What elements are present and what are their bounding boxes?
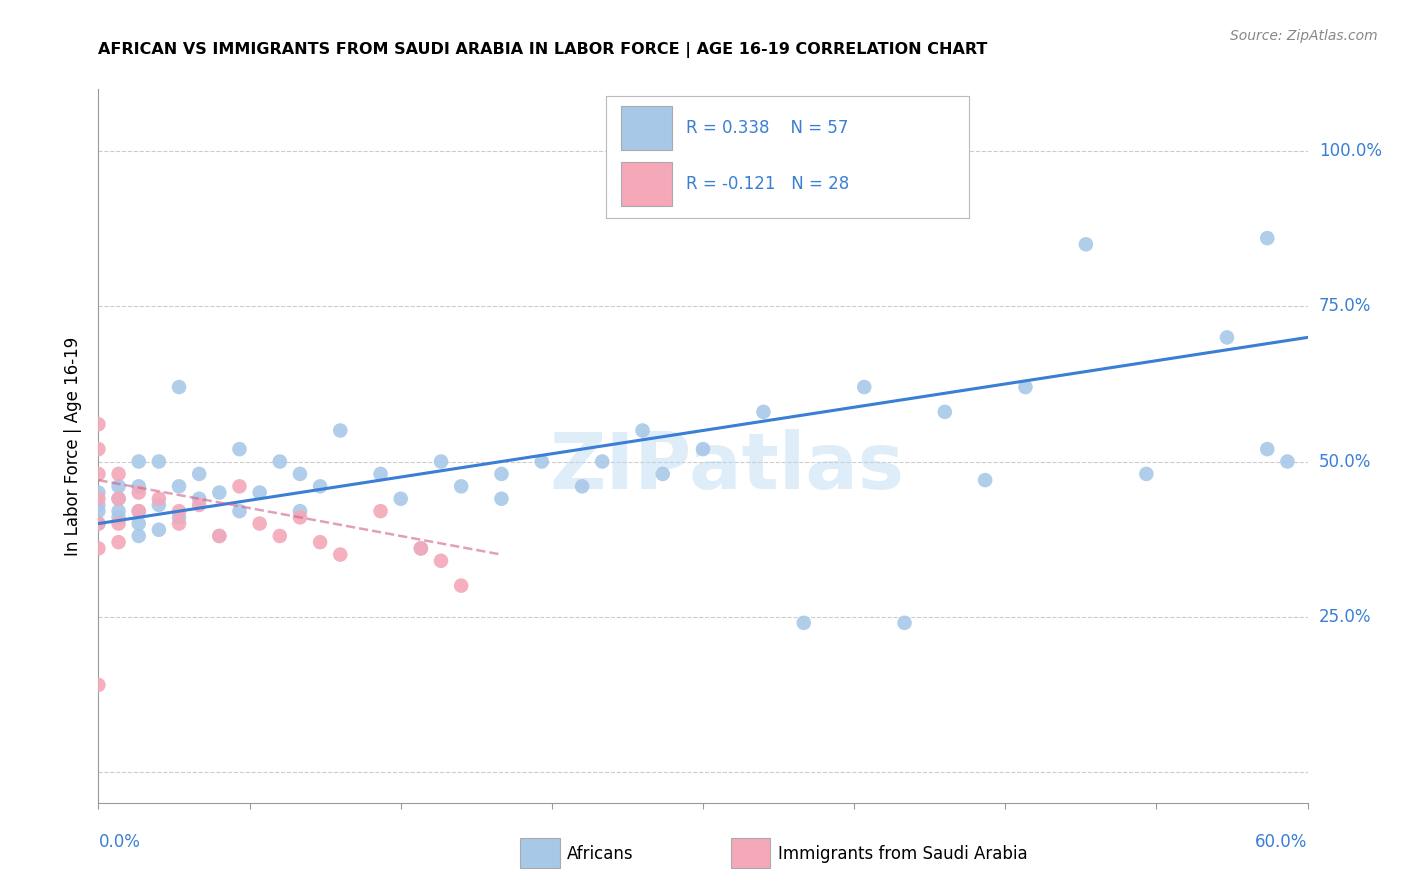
Point xyxy=(974,473,997,487)
Point xyxy=(167,516,190,531)
Point xyxy=(370,467,392,481)
Point xyxy=(430,554,453,568)
Point xyxy=(530,454,553,468)
Point xyxy=(128,454,150,468)
Point xyxy=(228,479,250,493)
Point xyxy=(87,541,110,556)
Point xyxy=(87,442,110,456)
Point xyxy=(1074,237,1097,252)
Text: 60.0%: 60.0% xyxy=(1256,833,1308,851)
Point xyxy=(188,467,211,481)
Point xyxy=(309,535,332,549)
Point xyxy=(1135,467,1157,481)
Point xyxy=(249,485,271,500)
Point xyxy=(288,510,311,524)
Point xyxy=(288,504,311,518)
Point xyxy=(329,548,352,562)
Point xyxy=(167,504,190,518)
Text: 0.0%: 0.0% xyxy=(98,833,141,851)
Point xyxy=(87,516,110,531)
Point xyxy=(87,417,110,432)
Point xyxy=(329,424,352,438)
Point xyxy=(188,491,211,506)
Point xyxy=(793,615,815,630)
Text: Africans: Africans xyxy=(567,845,633,863)
Point xyxy=(1277,454,1299,468)
Text: 100.0%: 100.0% xyxy=(1319,142,1382,161)
Point xyxy=(249,516,271,531)
Point xyxy=(450,479,472,493)
Point xyxy=(409,541,432,556)
Point xyxy=(450,579,472,593)
Point xyxy=(167,510,190,524)
Point xyxy=(370,504,392,518)
Point xyxy=(491,491,513,506)
Text: AFRICAN VS IMMIGRANTS FROM SAUDI ARABIA IN LABOR FORCE | AGE 16-19 CORRELATION C: AFRICAN VS IMMIGRANTS FROM SAUDI ARABIA … xyxy=(98,42,988,58)
Text: ZIPatlas: ZIPatlas xyxy=(550,429,904,506)
Point xyxy=(87,485,110,500)
Point xyxy=(148,491,170,506)
Point xyxy=(87,516,110,531)
Point xyxy=(208,485,231,500)
Point xyxy=(188,498,211,512)
Point xyxy=(87,498,110,512)
Point xyxy=(107,535,129,549)
Point xyxy=(571,479,593,493)
Text: 25.0%: 25.0% xyxy=(1319,607,1371,625)
Point xyxy=(107,491,129,506)
Point xyxy=(167,479,190,493)
Text: 50.0%: 50.0% xyxy=(1319,452,1371,470)
Point xyxy=(389,491,412,506)
Point xyxy=(269,529,291,543)
Point xyxy=(1256,231,1278,245)
Text: 75.0%: 75.0% xyxy=(1319,297,1371,316)
Point xyxy=(128,529,150,543)
Point xyxy=(148,523,170,537)
Point xyxy=(692,442,714,456)
Text: Source: ZipAtlas.com: Source: ZipAtlas.com xyxy=(1230,29,1378,43)
Point xyxy=(128,479,150,493)
Point xyxy=(631,424,654,438)
Point xyxy=(87,504,110,518)
Point xyxy=(288,467,311,481)
Text: Immigrants from Saudi Arabia: Immigrants from Saudi Arabia xyxy=(778,845,1028,863)
Point xyxy=(591,454,613,468)
Point xyxy=(128,504,150,518)
Point xyxy=(228,504,250,518)
Point xyxy=(1014,380,1036,394)
Point xyxy=(148,498,170,512)
Point xyxy=(107,510,129,524)
Y-axis label: In Labor Force | Age 16-19: In Labor Force | Age 16-19 xyxy=(65,336,83,556)
Point xyxy=(107,491,129,506)
Point xyxy=(853,380,876,394)
Point xyxy=(107,504,129,518)
Point xyxy=(491,467,513,481)
Point xyxy=(409,541,432,556)
Point xyxy=(87,467,110,481)
Point xyxy=(208,529,231,543)
Point xyxy=(128,504,150,518)
Point xyxy=(1256,442,1278,456)
Point xyxy=(752,405,775,419)
Point xyxy=(309,479,332,493)
Point xyxy=(128,516,150,531)
Point xyxy=(208,529,231,543)
Point xyxy=(87,678,110,692)
Point xyxy=(87,491,110,506)
Point xyxy=(651,467,673,481)
Point xyxy=(430,454,453,468)
Point xyxy=(107,467,129,481)
Point xyxy=(107,479,129,493)
Point xyxy=(269,454,291,468)
Point xyxy=(167,380,190,394)
Point xyxy=(148,454,170,468)
Point xyxy=(228,442,250,456)
Point xyxy=(107,516,129,531)
Point xyxy=(893,615,915,630)
Point xyxy=(128,485,150,500)
Point xyxy=(1216,330,1239,344)
Point xyxy=(934,405,956,419)
